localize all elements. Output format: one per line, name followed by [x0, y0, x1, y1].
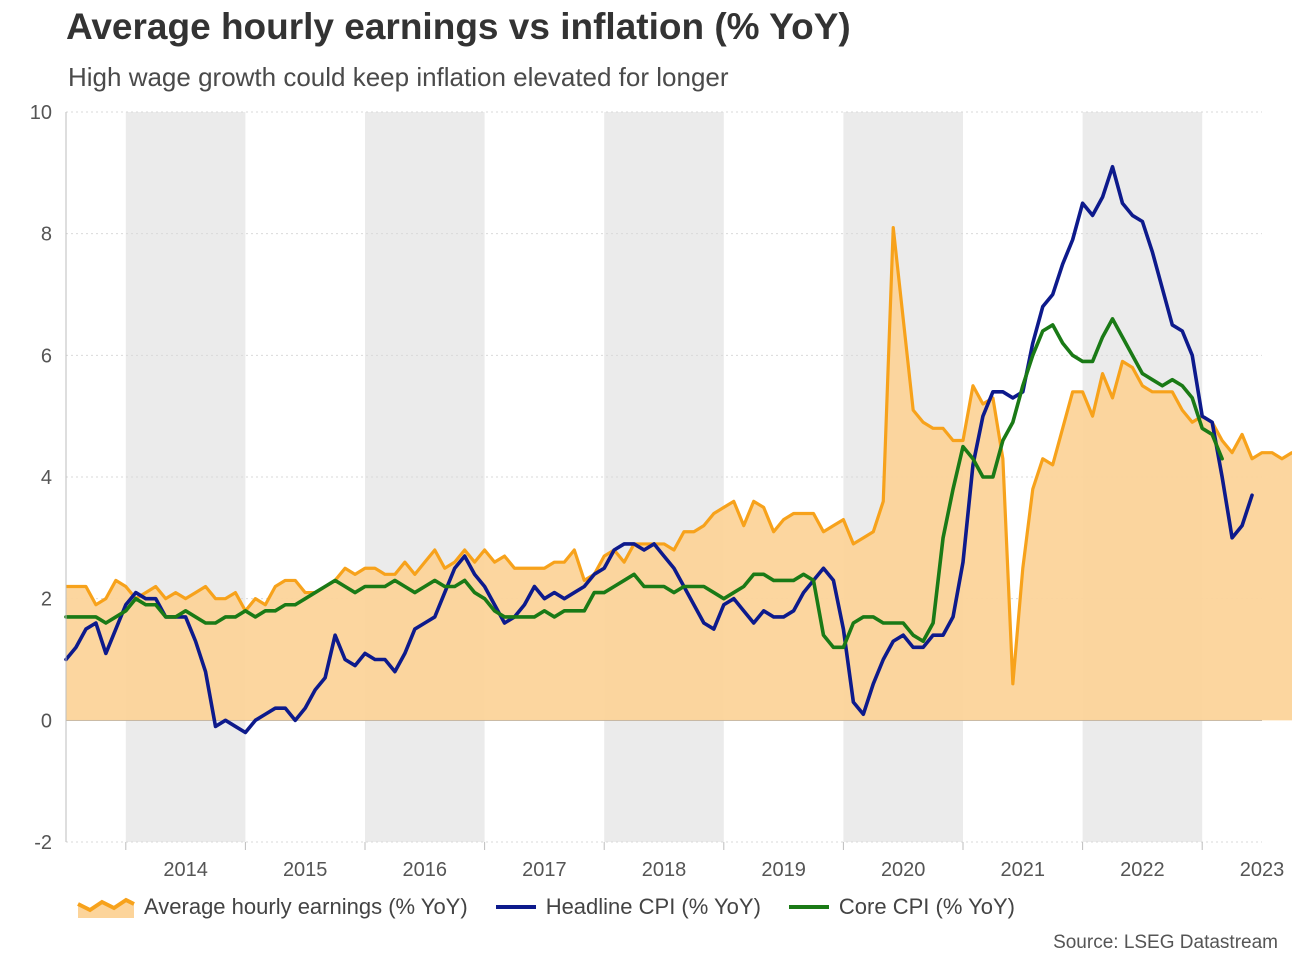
legend-item-core[interactable]: Core CPI (% YoY) [787, 894, 1015, 920]
x-tick-label: 2022 [1120, 859, 1165, 881]
y-tick-label: 10 [30, 102, 52, 124]
x-tick-label: 2017 [522, 859, 567, 881]
legend-label-core: Core CPI (% YoY) [838, 894, 1015, 919]
x-tick-label: 2014 [163, 859, 208, 881]
x-tick-label: 2023 [1240, 859, 1285, 881]
legend-swatch-headline [495, 905, 536, 909]
y-tick-label: 6 [41, 345, 52, 367]
series-layer [64, 164, 1292, 735]
chart-canvas: -2 0 2 4 6 8 10 2014 2015 2016 2017 2018 2019 2020 202… [30, 102, 1292, 881]
legend-swatch-core [788, 905, 829, 909]
chart-subtitle: High wage growth could keep inflation el… [68, 62, 729, 92]
x-tick-label: 2015 [283, 859, 328, 881]
chart-title: Average hourly earnings vs inflation (% … [66, 6, 851, 47]
x-tick-label: 2016 [403, 859, 448, 881]
series-core-line [64, 317, 1224, 650]
y-tick-label: 4 [41, 467, 52, 489]
series-earnings-line [66, 225, 1292, 686]
x-tick-label: 2020 [881, 859, 926, 881]
source-note: Source: LSEG Datastream [1053, 932, 1278, 953]
x-tick-label: 2021 [1001, 859, 1046, 881]
y-tick-label: 0 [41, 710, 52, 732]
y-tick-label: 8 [41, 224, 52, 246]
series-earnings-area [66, 227, 1292, 721]
x-tick-label: 2018 [642, 859, 687, 881]
legend-swatch-earnings [77, 897, 135, 918]
x-tick-label: 2019 [761, 859, 806, 881]
y-tick-label: -2 [34, 832, 52, 854]
legend-label-headline: Headline CPI (% YoY) [545, 894, 761, 919]
legend-item-headline[interactable]: Headline CPI (% YoY) [494, 894, 761, 920]
legend-label-earnings: Average hourly earnings (% YoY) [144, 894, 468, 919]
legend: Average hourly earnings (% YoY) Headline… [76, 894, 1041, 920]
series-headline-line [64, 164, 1254, 735]
y-tick-label: 2 [41, 589, 52, 611]
legend-item-earnings[interactable]: Average hourly earnings (% YoY) [76, 894, 468, 920]
axes: -2 0 2 4 6 8 10 2014 2015 2016 2017 2018 2019 2020 202… [30, 102, 1285, 881]
